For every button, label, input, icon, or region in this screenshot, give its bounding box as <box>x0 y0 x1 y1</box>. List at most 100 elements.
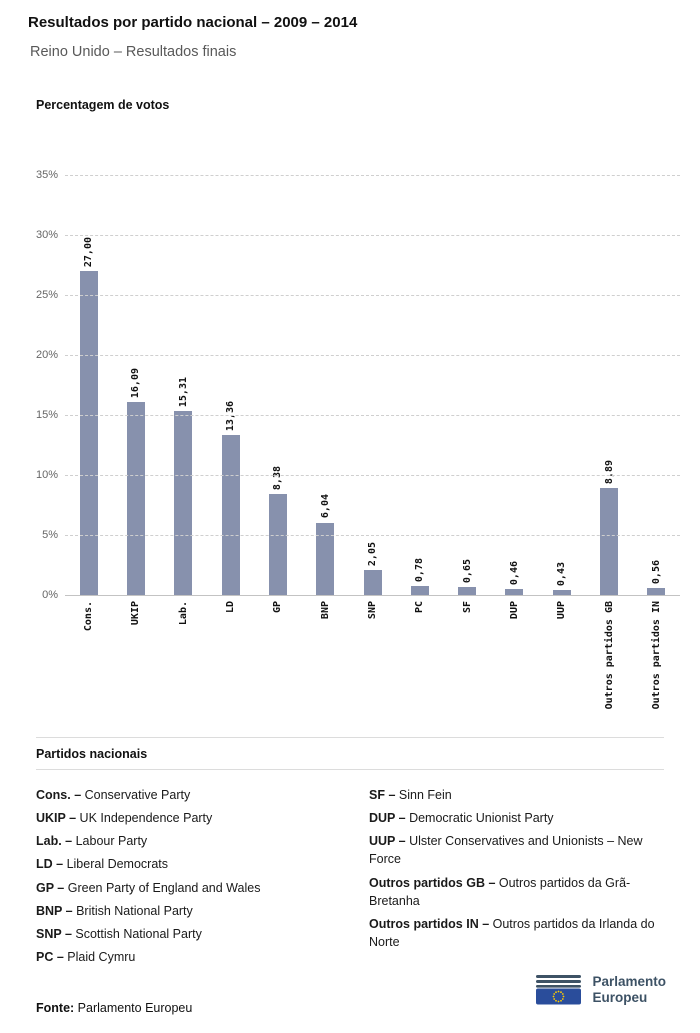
legend-columns: Cons. – Conservative Party UKIP – UK Inde… <box>36 770 664 971</box>
party-abbreviation: UUP – <box>369 834 406 849</box>
x-tick: GP <box>254 601 301 735</box>
bar-group: 15,31 <box>160 175 207 595</box>
logo-line-1: Parlamento <box>592 974 666 989</box>
legend-entry: Lab. – Labour Party <box>36 834 148 849</box>
bar <box>268 494 287 595</box>
gridline <box>65 175 680 176</box>
bar-value-label: 27,00 <box>83 236 95 267</box>
x-tick-label: BNP <box>319 601 331 620</box>
x-tick: Outros partidos IN <box>633 601 680 735</box>
bar-value-label: 0,56 <box>650 560 662 585</box>
party-abbreviation: Cons. – <box>36 788 82 802</box>
y-tick-label: 0% <box>42 589 58 601</box>
gridline <box>65 475 680 476</box>
legend-entry: BNP – British National Party <box>36 903 193 918</box>
bar-group: 0,46 <box>491 175 538 595</box>
bar-value-label: 0,78 <box>414 557 426 582</box>
bar-group: 0,65 <box>444 175 491 595</box>
source-label: Fonte: <box>36 1001 75 1015</box>
party-abbreviation: PC – <box>36 949 64 964</box>
x-tick: LD <box>207 601 254 735</box>
bar-value-label: 16,09 <box>130 367 142 398</box>
bar <box>79 271 98 595</box>
bar <box>647 588 666 595</box>
party-abbreviation: SF – <box>369 788 396 802</box>
chart-y-axis-title: Percentagem de votos <box>36 98 170 112</box>
legend-entry: Outros partidos GB – Outros partidos da … <box>369 875 631 908</box>
bar-group: 27,00 <box>65 175 112 595</box>
party-abbreviation: Lab. – <box>36 834 73 849</box>
y-tick-label: 5% <box>42 529 58 541</box>
bar <box>363 570 382 595</box>
x-tick: UKIP <box>112 601 159 735</box>
gridline <box>65 235 680 236</box>
bar-group: 0,43 <box>538 175 585 595</box>
legend-entry: Cons. – Conservative Party <box>36 788 191 802</box>
x-tick: SNP <box>349 601 396 735</box>
y-tick-label: 10% <box>35 469 58 481</box>
x-tick-label: Outros partidos IN <box>650 601 662 710</box>
bar-value-label: 2,05 <box>367 542 379 567</box>
source-line: Fonte: Parlamento Europeu <box>36 1001 192 1015</box>
x-axis-labels: Cons. UKIP Lab. LD GP BNP SNP PC SF DUP UUP Outros … <box>65 601 680 735</box>
x-tick-label: GP <box>272 601 284 614</box>
eu-flag-icon <box>536 975 582 1005</box>
gridline <box>65 355 680 356</box>
legend-entry: DUP – Democratic Unionist Party <box>369 811 554 826</box>
legend-entry: PC – Plaid Cymru <box>36 949 136 964</box>
legend-heading: Partidos nacionais <box>36 747 148 761</box>
party-abbreviation: LD – <box>36 857 64 872</box>
x-tick: BNP <box>302 601 349 735</box>
y-tick-label: 15% <box>35 409 58 421</box>
european-parliament-logo: Parlamento Europeu <box>535 974 666 1006</box>
bar <box>552 589 571 595</box>
bar-value-label: 0,43 <box>556 561 568 586</box>
page-subtitle: Reino Unido – Resultados finais <box>30 44 237 60</box>
bar <box>505 589 524 595</box>
x-tick: Cons. <box>65 601 112 735</box>
party-abbreviation: SNP – <box>36 926 72 941</box>
bar-value-label: 0,46 <box>508 561 520 586</box>
party-abbreviation: Outros partidos GB – <box>369 875 496 890</box>
x-tick-label: LD <box>225 601 237 614</box>
bar-group: 16,09 <box>112 175 159 595</box>
bar-group: 6,04 <box>302 175 349 595</box>
legend-entry: Outros partidos IN – Outros partidos da … <box>369 916 655 949</box>
y-tick-label: 30% <box>35 229 58 241</box>
source-value: Parlamento Europeu <box>77 1001 193 1015</box>
legend-entry: SNP – Scottish National Party <box>36 926 202 941</box>
x-tick: DUP <box>491 601 538 735</box>
bar-group: 0,78 <box>396 175 443 595</box>
legend-entry: GP – Green Party of England and Wales <box>36 880 261 895</box>
logo-line-2: Europeu <box>592 989 648 1005</box>
bar-group: 0,56 <box>633 175 680 595</box>
x-tick: SF <box>444 601 491 735</box>
party-legend: Partidos nacionais Cons. – Conservative … <box>36 737 664 971</box>
x-tick-label: PC <box>414 601 426 614</box>
x-tick-label: SNP <box>367 601 379 620</box>
x-tick-label: SF <box>461 601 473 614</box>
bar <box>126 401 145 595</box>
bar <box>410 585 429 595</box>
x-tick: UUP <box>538 601 585 735</box>
divider <box>36 769 664 770</box>
x-tick-label: UUP <box>556 601 568 620</box>
gridline <box>65 535 680 536</box>
x-tick-label: Outros partidos GB <box>603 601 615 710</box>
party-abbreviation: GP – <box>36 880 65 895</box>
legend-entry: UKIP – UK Independence Party <box>36 811 213 826</box>
x-tick-label: UKIP <box>130 601 142 626</box>
bar-value-label: 8,89 <box>603 460 615 485</box>
bar-chart-plot-area: 27,00 16,09 15,31 13,36 8,38 6,04 2,05 0,78 0,65… <box>65 175 680 595</box>
bar-group: 8,89 <box>585 175 632 595</box>
bar-value-label: 8,38 <box>272 466 284 491</box>
bar <box>174 411 193 595</box>
legend-entry: UUP – Ulster Conservatives and Unionists… <box>369 834 643 867</box>
bar <box>600 488 619 595</box>
bar <box>221 434 240 595</box>
bar <box>316 522 335 595</box>
legend-column: SF – Sinn Fein DUP – Democratic Unionist … <box>369 786 664 971</box>
bar <box>458 587 477 595</box>
x-tick: Lab. <box>160 601 207 735</box>
